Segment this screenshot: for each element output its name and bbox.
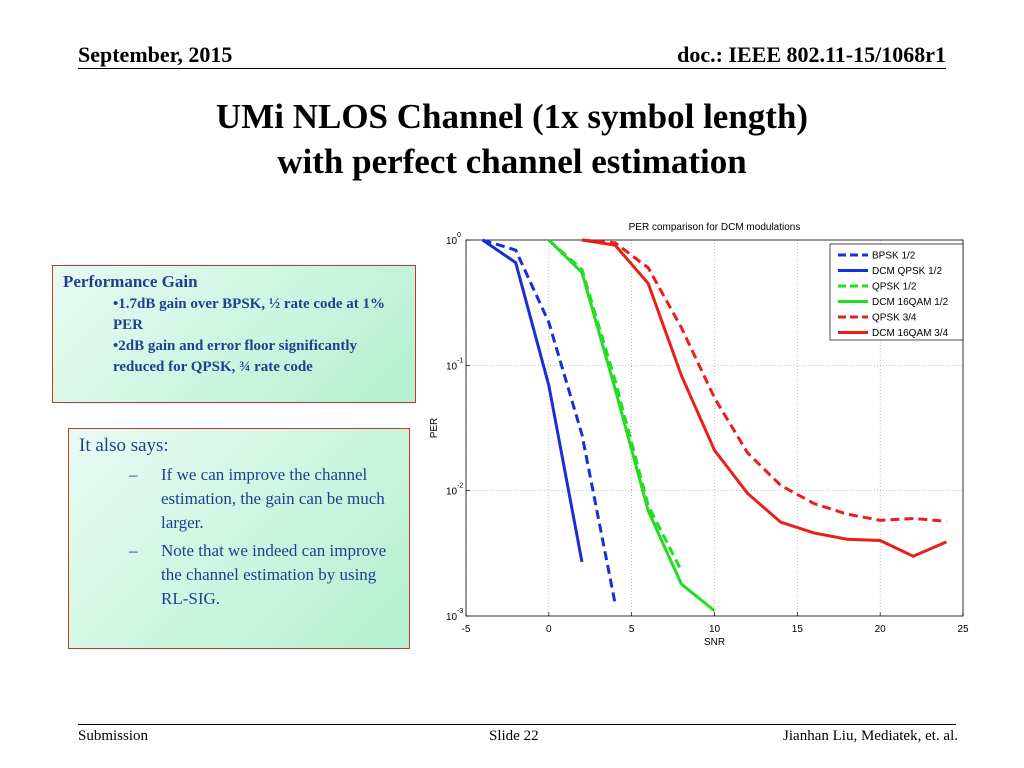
x-tick-label: -5 <box>462 624 471 635</box>
legend-label: DCM 16QAM 3/4 <box>872 328 949 339</box>
footer-rule <box>78 724 956 725</box>
footer-center: Slide 22 <box>489 728 539 744</box>
gain-box: Performance Gain •1.7dB gain over BPSK, … <box>52 265 416 403</box>
y-tick-exponent: 0 <box>457 232 461 239</box>
x-tick-label: 15 <box>792 624 804 635</box>
header-date: September, 2015 <box>78 42 233 67</box>
footer-left: Submission <box>78 728 149 744</box>
series-line <box>581 238 948 558</box>
title-line: UMi NLOS Channel (1x symbol length) <box>215 97 809 136</box>
series-line <box>482 238 617 604</box>
legend-label: DCM 16QAM 1/2 <box>872 297 949 308</box>
box-item: •2dB gain and error floor significantly … <box>113 338 358 375</box>
series-line <box>581 238 947 523</box>
box-item: If we can improve the channel estimation… <box>129 463 399 535</box>
y-tick-exponent: -2 <box>457 483 463 490</box>
header-rule <box>78 68 946 69</box>
chart: PER comparison for DCM modulations SNR PER… <box>429 222 969 648</box>
legend-label: QPSK 1/2 <box>872 282 917 293</box>
legend-label: BPSK 1/2 <box>872 251 916 262</box>
x-tick-label: 25 <box>957 624 969 635</box>
box-item: Note that we indeed can improve the chan… <box>129 539 399 611</box>
series-line <box>547 238 716 612</box>
y-tick-label: 10 <box>446 236 458 247</box>
box-item: •1.7dB gain over BPSK, ½ rate code at 1%… <box>113 296 386 333</box>
x-tick-label: 10 <box>709 624 721 635</box>
y-tick-exponent: -3 <box>457 608 463 615</box>
slide-title: UMi NLOS Channel (1x symbol length) with… <box>0 94 1024 184</box>
y-tick-label: 10 <box>446 487 458 498</box>
legend-box <box>829 243 964 341</box>
title-line: with perfect channel estimation <box>277 142 747 181</box>
footer-right: Jianhan Liu, Mediatek, et. al. <box>783 728 958 744</box>
y-tick-label: 10 <box>446 612 458 623</box>
x-tick-label: 5 <box>629 624 635 635</box>
x-axis-label: SNR <box>704 637 725 648</box>
plot-frame <box>465 239 964 617</box>
y-tick-exponent: -1 <box>457 357 463 364</box>
x-tick-label: 20 <box>875 624 887 635</box>
box-list: If we can improve the channel estimation… <box>129 463 399 611</box>
chart-title: PER comparison for DCM modulations <box>629 222 801 233</box>
legend-label: DCM QPSK 1/2 <box>872 266 942 277</box>
box-title: It also says: <box>79 435 169 456</box>
y-axis-label: PER <box>429 418 440 439</box>
series-line <box>481 238 584 563</box>
box-list: •1.7dB gain over BPSK, ½ rate code at 1%… <box>113 294 405 378</box>
box-title: Performance Gain <box>63 272 198 291</box>
x-tick-label: 0 <box>546 624 552 635</box>
note-box: It also says: If we can improve the chan… <box>68 428 410 649</box>
header-doc: doc.: IEEE 802.11-15/1068r1 <box>677 42 946 67</box>
legend-label: QPSK 3/4 <box>872 313 917 324</box>
y-tick-label: 10 <box>446 361 458 372</box>
